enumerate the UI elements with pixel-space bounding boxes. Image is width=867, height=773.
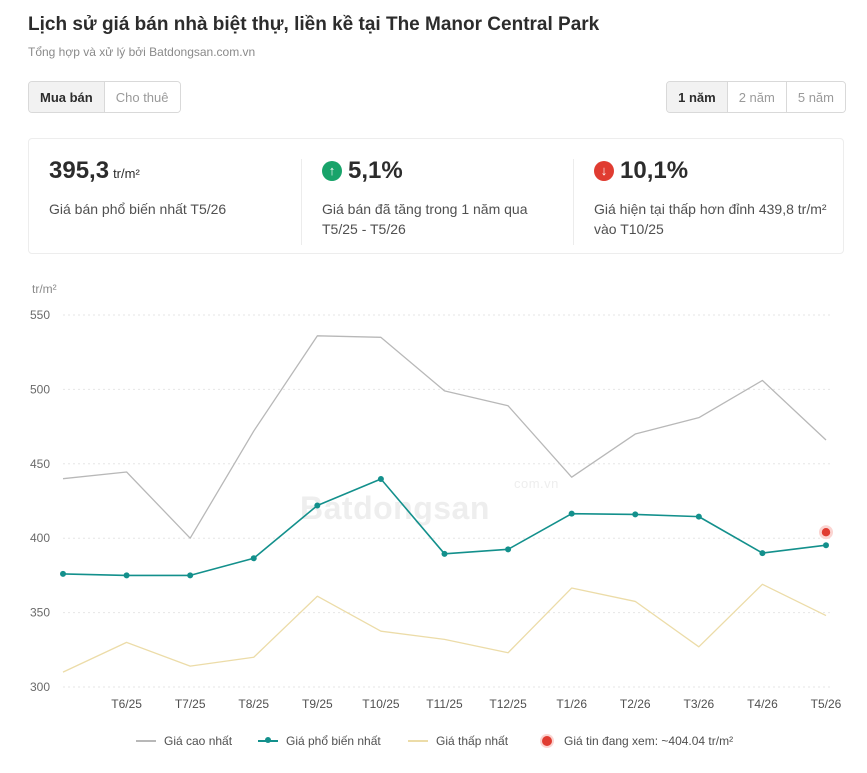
tab-mua-ban[interactable]: Mua bán [29,82,104,112]
stat-peak-value: ↓ 10,1% [594,157,688,185]
arrow-down-icon: ↓ [594,161,614,181]
stat-price-desc: Giá bán phổ biến nhất T5/26 [49,201,227,217]
change-number: 5,1% [348,157,403,184]
y-tick-label: 300 [30,680,50,694]
stat-price-value: 395,3 tr/m² [49,157,140,185]
data-point-common [314,502,321,509]
page-subtitle: Tổng hợp và xử lý bởi Batdongsan.com.vn [28,45,256,59]
x-tick-label: T3/26 [683,697,714,711]
tab-range-1y[interactable]: 1 năm [667,82,727,112]
legend-label-max: Giá cao nhất [164,734,233,748]
legend-swatch-max [136,740,156,742]
stat-peak-desc: Giá hiện tại thấp hơn đỉnh 439,8 tr/m² v… [594,201,827,237]
data-point-common [123,572,130,579]
x-tick-label: T2/26 [620,697,651,711]
series-line-common [62,478,827,577]
mode-tabs: Mua bán Cho thuê [28,81,181,113]
legend-swatch-common [258,737,278,743]
y-tick-label: 500 [30,382,50,396]
x-tick-label: T9/25 [302,697,333,711]
tab-range-2y[interactable]: 2 năm [726,82,786,112]
stats-panel: 395,3 tr/m² Giá bán phổ biến nhất T5/26 ↑… [28,138,844,254]
series-line-min [62,583,827,673]
y-axis-unit-label: tr/m² [32,282,57,296]
data-point-common [250,555,257,562]
x-tick-label: T8/25 [238,697,269,711]
x-tick-label: T6/25 [111,697,142,711]
tab-range-5y[interactable]: 5 năm [785,82,845,112]
stat-change-desc: Giá bán đã tăng trong 1 năm qua T5/25 - … [322,201,528,237]
y-tick-label: 450 [30,457,50,471]
data-point-common [823,542,829,549]
x-tick-label: T7/25 [175,697,206,711]
data-point-common [759,550,766,557]
data-point-common [60,570,66,577]
series-line-max [62,335,827,539]
x-tick-label: T4/26 [747,697,778,711]
stat-change-value: ↑ 5,1% [322,157,403,185]
y-tick-label: 550 [30,308,50,322]
legend-label-min: Giá thấp nhất [436,734,509,748]
legend-item-min[interactable]: Giá thấp nhất [408,734,508,748]
price-number: 395,3 [49,157,110,184]
x-tick-label: T10/25 [362,697,400,711]
stat-divider [301,159,302,245]
legend-item-current[interactable]: Giá tin đang xem: ~404.04 tr/m² [538,734,733,748]
stat-divider [573,159,574,245]
data-point-common [632,511,639,518]
data-point-common [568,510,575,517]
peak-number: 10,1% [620,157,689,184]
price-unit: tr/m² [113,166,140,181]
data-point-common [377,475,384,482]
data-point-common [441,550,448,557]
page-title: Lịch sử giá bán nhà biệt thự, liền kề tạ… [28,14,600,35]
chart-legend: Giá cao nhất Giá phổ biến nhất Giá thấp … [0,734,867,754]
legend-item-common[interactable]: Giá phổ biến nhất [258,734,381,748]
tab-cho-thue[interactable]: Cho thuê [103,82,180,112]
legend-label-common: Giá phổ biến nhất [286,734,381,748]
legend-item-max[interactable]: Giá cao nhất [136,734,232,748]
x-tick-label: T12/25 [489,697,527,711]
range-tabs: 1 năm 2 năm 5 năm [666,81,846,113]
x-tick-label: T11/25 [426,697,463,711]
data-point-common [505,546,512,553]
current-listing-dot-icon [542,736,552,746]
x-tick-label: T1/26 [556,697,587,711]
current-listing-point [821,527,831,537]
data-point-common [695,513,702,520]
price-history-chart: 300 350 400 450 500 550 T6/25 T7/25 T8/25 T9/25 T1… [30,308,842,711]
x-tick-label: T5/26 [811,697,842,711]
arrow-up-icon: ↑ [322,161,342,181]
data-point-common [187,572,194,579]
legend-swatch-min [408,740,428,742]
y-tick-label: 400 [30,531,50,545]
y-tick-label: 350 [30,606,50,620]
legend-label-current: Giá tin đang xem: ~404.04 tr/m² [564,734,734,748]
